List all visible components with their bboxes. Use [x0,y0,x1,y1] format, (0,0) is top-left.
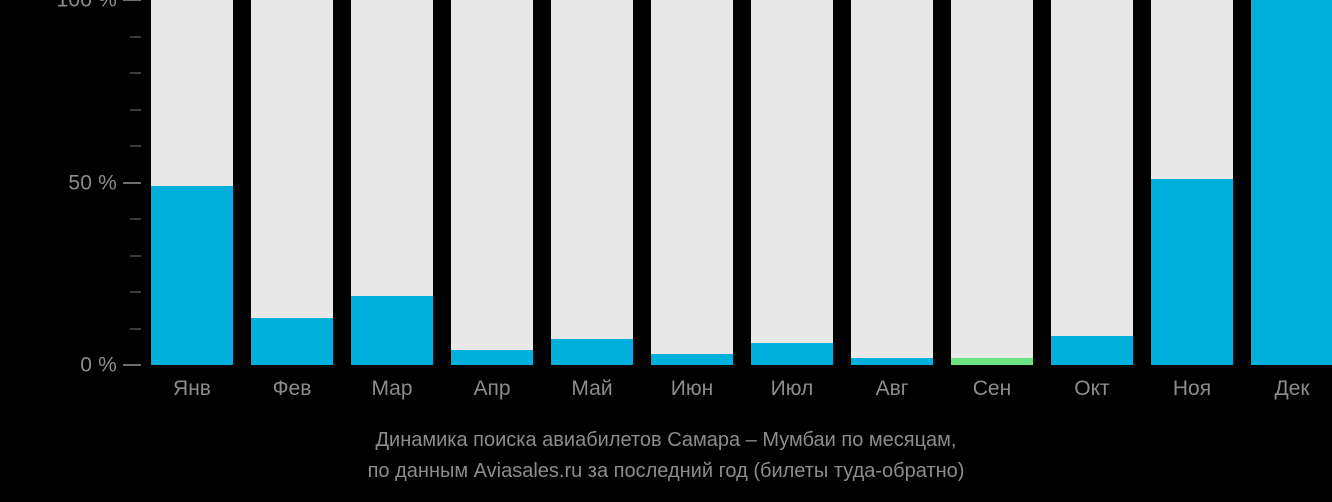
bar-fill [551,339,633,365]
plot-area: 100 % 50 % 0 % [0,0,1332,376]
bar-column[interactable] [651,0,733,365]
y-axis-tick-major [123,364,141,366]
bar-fill [451,350,533,365]
x-axis-label-9: Сен [972,377,1012,400]
y-axis-tick-minor [130,145,141,147]
bar-fill [251,317,333,365]
bar-fill [151,186,233,365]
bar-track [251,0,333,365]
x-axis-label-5: Май [571,377,613,400]
y-axis: 100 % 50 % 0 % [0,0,151,376]
y-axis-tick-minor [130,72,141,74]
bar-column[interactable] [751,0,833,365]
y-axis-tick-major [123,0,141,1]
x-axis-label-4: Апр [473,377,511,400]
bar-track [851,0,933,365]
bar-series [151,0,1332,365]
chart-caption: Динамика поиска авиабилетов Самара – Мум… [0,425,1332,487]
bar-fill [1151,178,1233,365]
bar-column[interactable] [1251,0,1332,365]
x-axis-label-1: Янв [173,377,211,400]
bar-column[interactable] [951,0,1033,365]
y-axis-label: 0 % [80,353,117,377]
bar-track [451,0,533,365]
bar-column[interactable] [151,0,233,365]
x-axis-label-6: Июн [670,377,714,400]
y-axis-label: 100 % [56,0,117,12]
bar-column[interactable] [851,0,933,365]
bar-column[interactable] [1151,0,1233,365]
y-axis-tick-minor [130,218,141,220]
bar-fill [1051,335,1133,365]
bar-fill [851,357,933,365]
x-axis-label-10: Окт [1074,377,1110,400]
bar-track [951,0,1033,365]
y-axis-label: 50 % [68,171,117,194]
caption-line-1: Динамика поиска авиабилетов Самара – Мум… [375,429,957,451]
bar-fill [351,295,433,365]
x-axis-label-2: Фев [272,377,312,400]
y-axis-tick-minor [130,327,141,330]
x-axis-label-3: Мар [371,377,413,400]
bar-track [751,0,833,365]
bar-track [551,0,633,365]
bar-column[interactable] [251,0,333,365]
bar-column[interactable] [1051,0,1133,365]
bar-column[interactable] [351,0,433,365]
y-axis-tick-minor [130,108,141,111]
bar-track [651,0,733,365]
x-axis: Янв Фев Мар Апр Май Июн Июл Авг Сен Окт Ноя Дек [0,365,1332,415]
bar-fill [951,357,1033,365]
bar-fill [651,354,733,365]
bar-track [1051,0,1133,365]
bar-column[interactable] [451,0,533,365]
x-axis-label-12: Дек [1274,377,1310,400]
x-axis-label-11: Ноя [1172,377,1212,400]
bar-fill [751,343,833,365]
x-axis-label-7: Июл [770,377,814,400]
y-axis-tick-major [123,181,141,184]
x-axis-label-8: Авг [875,377,909,400]
y-axis-tick-minor [130,254,141,257]
caption-line-2: по данным Aviasales.ru за последний год … [367,460,965,482]
bar-fill [1251,0,1332,365]
y-axis-tick-minor [130,291,141,293]
bar-column[interactable] [551,0,633,365]
y-axis-tick-minor [130,35,141,38]
